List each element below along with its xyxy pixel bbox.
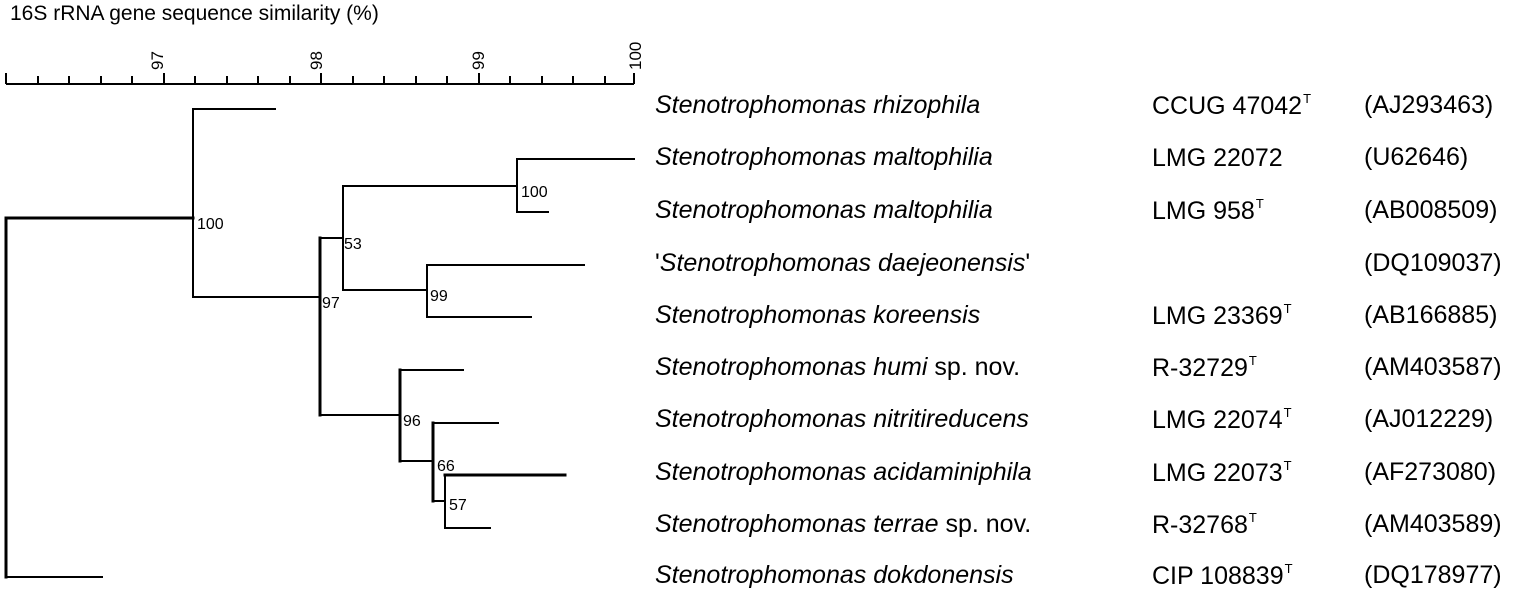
strain-designation: LMG 22073T xyxy=(1152,458,1292,487)
accession-number: (AJ012229) xyxy=(1364,405,1494,433)
bootstrap-value: 97 xyxy=(322,295,340,312)
taxon-name: Stenotrophomonas maltophilia xyxy=(655,196,993,224)
accession-number: (AM403589) xyxy=(1364,510,1502,538)
strain-designation: LMG 22072 xyxy=(1152,144,1283,172)
bootstrap-value: 99 xyxy=(430,288,448,305)
taxon-name: Stenotrophomonas dokdonensis xyxy=(655,561,1014,589)
strain-designation: LMG 22074T xyxy=(1152,405,1292,434)
tree-branches xyxy=(4,108,635,579)
strain-designation: LMG 23369T xyxy=(1152,301,1292,330)
type-strain-mark: T xyxy=(1283,301,1292,316)
taxon-name: Stenotrophomonas humi sp. nov. xyxy=(655,353,1021,381)
type-strain-mark: T xyxy=(1283,458,1292,473)
scale-axis xyxy=(5,73,635,85)
strain-designation: CCUG 47042T xyxy=(1152,91,1312,120)
tick-label-98: 98 xyxy=(307,51,326,70)
taxon-name: Stenotrophomonas acidaminiphila xyxy=(655,458,1032,486)
type-strain-mark: T xyxy=(1255,196,1264,211)
strain-designation: LMG 958T xyxy=(1152,196,1264,225)
accession-number: (AB008509) xyxy=(1364,196,1498,224)
strain-designation xyxy=(1152,249,1153,279)
taxon-name: Stenotrophomonas terrae sp. nov. xyxy=(655,510,1032,538)
taxon-name: Stenotrophomonas nitritireducens xyxy=(655,405,1029,433)
bootstrap-value: 66 xyxy=(437,458,455,475)
accession-number: (AM403587) xyxy=(1364,353,1502,381)
type-strain-mark: T xyxy=(1303,91,1312,106)
accession-number: (U62646) xyxy=(1364,143,1469,171)
taxon-name: Stenotrophomonas koreensis xyxy=(655,301,981,329)
strain-designation: R-32768T xyxy=(1152,510,1257,539)
type-strain-mark: T xyxy=(1248,510,1257,525)
bootstrap-value: 100 xyxy=(197,216,224,233)
strain-designation: CIP 108839T xyxy=(1152,561,1293,590)
bootstrap-value: 57 xyxy=(449,497,467,514)
taxon-name: Stenotrophomonas rhizophila xyxy=(655,91,981,119)
type-strain-mark: T xyxy=(1283,405,1292,420)
type-strain-mark: T xyxy=(1284,561,1293,576)
accession-number: (AJ293463) xyxy=(1364,91,1494,119)
taxon-name: 'Stenotrophomonas daejeonensis' xyxy=(655,249,1031,277)
accession-number: (AF273080) xyxy=(1364,458,1497,486)
bootstrap-value: 96 xyxy=(403,413,421,430)
bootstrap-value: 100 xyxy=(521,184,548,201)
tick-label-100: 100 xyxy=(626,42,645,70)
taxon-name: Stenotrophomonas maltophilia xyxy=(655,143,993,171)
tick-label-97: 97 xyxy=(148,51,167,70)
tick-label-99: 99 xyxy=(469,51,488,70)
accession-number: (DQ178977) xyxy=(1364,561,1502,589)
type-strain-mark: T xyxy=(1248,353,1257,368)
axis-title: 16S rRNA gene sequence similarity (%) xyxy=(10,2,379,25)
strain-designation: R-32729T xyxy=(1152,353,1257,382)
accession-number: (AB166885) xyxy=(1364,301,1498,329)
bootstrap-value: 53 xyxy=(344,236,362,253)
accession-number: (DQ109037) xyxy=(1364,249,1502,277)
